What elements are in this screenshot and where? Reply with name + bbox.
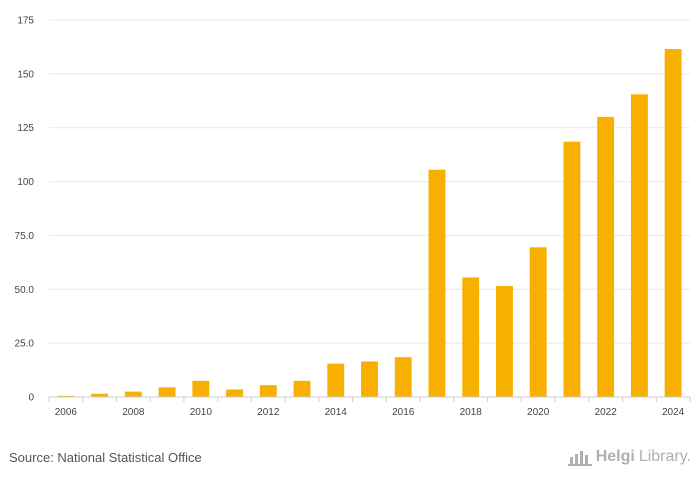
logo-text-light: Library.: [638, 448, 691, 465]
x-tick-label: 2022: [595, 407, 618, 418]
bar-2007: [91, 393, 109, 397]
bar-2012: [259, 385, 277, 397]
y-tick-label: 75.0: [15, 231, 35, 242]
y-tick-label: 100: [17, 177, 34, 188]
x-axis-ticks: 2006 2008 2010 2012 2014 2016 2018 2020 2022 2024: [48, 397, 691, 418]
bar-2018: [462, 277, 480, 397]
bar-2011: [226, 389, 243, 397]
bar-2024: [664, 49, 682, 397]
x-tick-label: 2018: [460, 407, 483, 418]
x-tick-label: 2024: [662, 407, 685, 418]
x-tick-label: 2008: [122, 407, 145, 418]
bar-2009: [158, 387, 176, 397]
bar-2006: [57, 395, 75, 397]
y-tick-label: 25.0: [15, 339, 35, 350]
bar-2021: [563, 141, 581, 397]
helgilibrary-logo: Helgi Library.: [567, 448, 691, 466]
x-tick-label: 2014: [325, 407, 348, 418]
bar-2014: [327, 363, 345, 397]
y-axis-ticks: 0 25.0 50.0 75.0 100 125 150 175: [15, 16, 35, 404]
x-tick-label: 2012: [257, 407, 280, 418]
y-tick-label: 125: [17, 123, 34, 134]
x-tick-label: 2010: [190, 407, 213, 418]
x-tick-label: 2006: [55, 407, 78, 418]
bar-2010: [192, 380, 210, 397]
source-note: Source: National Statistical Office: [9, 450, 202, 465]
bar-2017: [428, 169, 446, 397]
bar-2019: [496, 286, 513, 397]
y-tick-label: 0: [28, 393, 34, 404]
y-tick-label: 175: [17, 16, 34, 27]
library-building-icon: [567, 451, 592, 466]
y-tick-label: 50.0: [15, 285, 35, 296]
bar-2013: [293, 380, 311, 397]
bar-2016: [394, 357, 412, 397]
bars: [57, 49, 682, 397]
x-tick-label: 2020: [527, 407, 550, 418]
bar-2015: [361, 361, 378, 397]
grid-lines: [49, 19, 690, 344]
y-tick-label: 150: [17, 69, 34, 80]
bar-2020: [529, 247, 547, 397]
x-tick-label: 2016: [392, 407, 415, 418]
bar-2023: [630, 94, 648, 397]
logo-text-strong: Helgi: [595, 448, 635, 465]
bar-2008: [124, 391, 142, 397]
bar-2022: [597, 116, 615, 397]
